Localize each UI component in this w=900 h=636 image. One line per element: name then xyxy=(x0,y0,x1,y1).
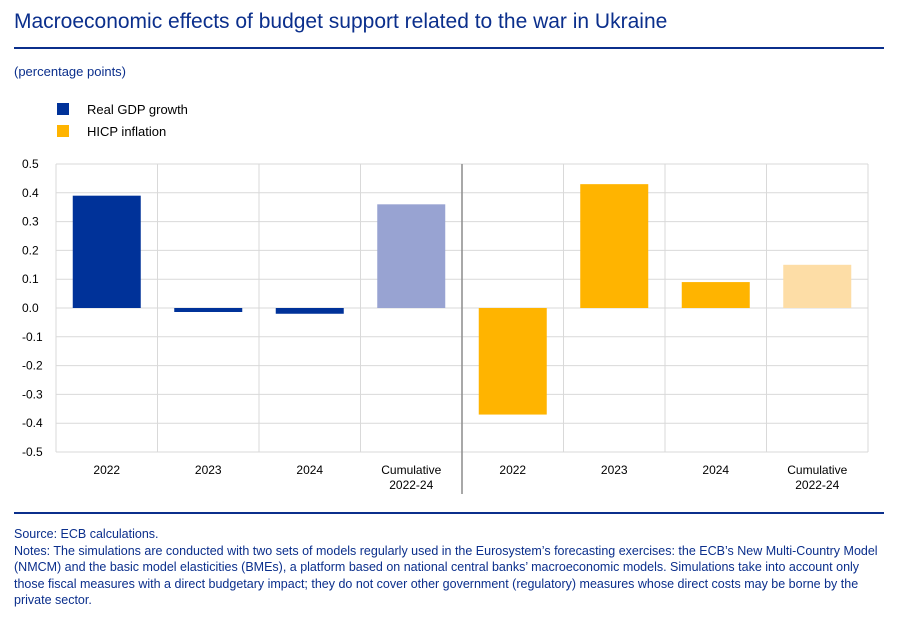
bar xyxy=(580,184,649,308)
bar xyxy=(72,195,141,308)
units-label: (percentage points) xyxy=(14,64,127,79)
notes-text: Notes: The simulations are conducted wit… xyxy=(14,543,878,608)
y-tick-label: -0.2 xyxy=(22,359,43,373)
y-tick-label: -0.1 xyxy=(22,330,43,344)
x-tick-label: 2024 xyxy=(702,463,729,477)
y-tick-label: 0.3 xyxy=(22,215,39,229)
chart-title: Macroeconomic effects of budget support … xyxy=(14,10,668,33)
bar xyxy=(681,282,750,308)
y-tick-label: -0.3 xyxy=(22,387,43,401)
x-tick-label: Cumulative xyxy=(381,463,441,477)
y-tick-label: -0.4 xyxy=(22,416,43,430)
x-tick-label: 2024 xyxy=(296,463,323,477)
legend-swatch-gdp xyxy=(57,103,69,115)
y-tick-label: -0.5 xyxy=(22,445,43,459)
bar xyxy=(174,308,243,312)
y-tick-label: 0.2 xyxy=(22,243,39,257)
legend: Real GDP growth HICP inflation xyxy=(57,98,188,142)
bar xyxy=(377,204,446,308)
x-tick-label: 2022-24 xyxy=(389,478,433,492)
legend-label-gdp: Real GDP growth xyxy=(87,101,188,117)
x-tick-label: 2023 xyxy=(601,463,628,477)
notes-block: Source: ECB calculations. Notes: The sim… xyxy=(14,526,884,609)
y-tick-label: 0.4 xyxy=(22,186,39,200)
legend-label-hicp: HICP inflation xyxy=(87,123,167,139)
x-tick-label: Cumulative xyxy=(787,463,847,477)
bar xyxy=(783,264,852,308)
legend-swatch-hicp xyxy=(57,125,69,137)
notes-divider xyxy=(14,512,884,514)
bar-chart: 0.5 0.4 0.3 0.2 0.1 0.0 -0.1 -0.2 -0.3 -0.4 -0.5 20… xyxy=(22,157,869,494)
legend-item-hicp: HICP inflation xyxy=(57,120,188,142)
bar xyxy=(275,308,344,314)
x-tick-label: 2022 xyxy=(499,463,526,477)
x-tick-label: 2022-24 xyxy=(795,478,839,492)
x-tick-label: 2022 xyxy=(93,463,120,477)
title-divider xyxy=(14,47,884,49)
y-tick-label: 0.5 xyxy=(22,157,39,171)
x-tick-label: 2023 xyxy=(195,463,222,477)
source-text: Source: ECB calculations. xyxy=(14,527,159,541)
y-tick-label: 0.0 xyxy=(22,301,39,315)
legend-item-gdp: Real GDP growth xyxy=(57,98,188,120)
y-tick-label: 0.1 xyxy=(22,272,39,286)
bar xyxy=(478,308,547,415)
